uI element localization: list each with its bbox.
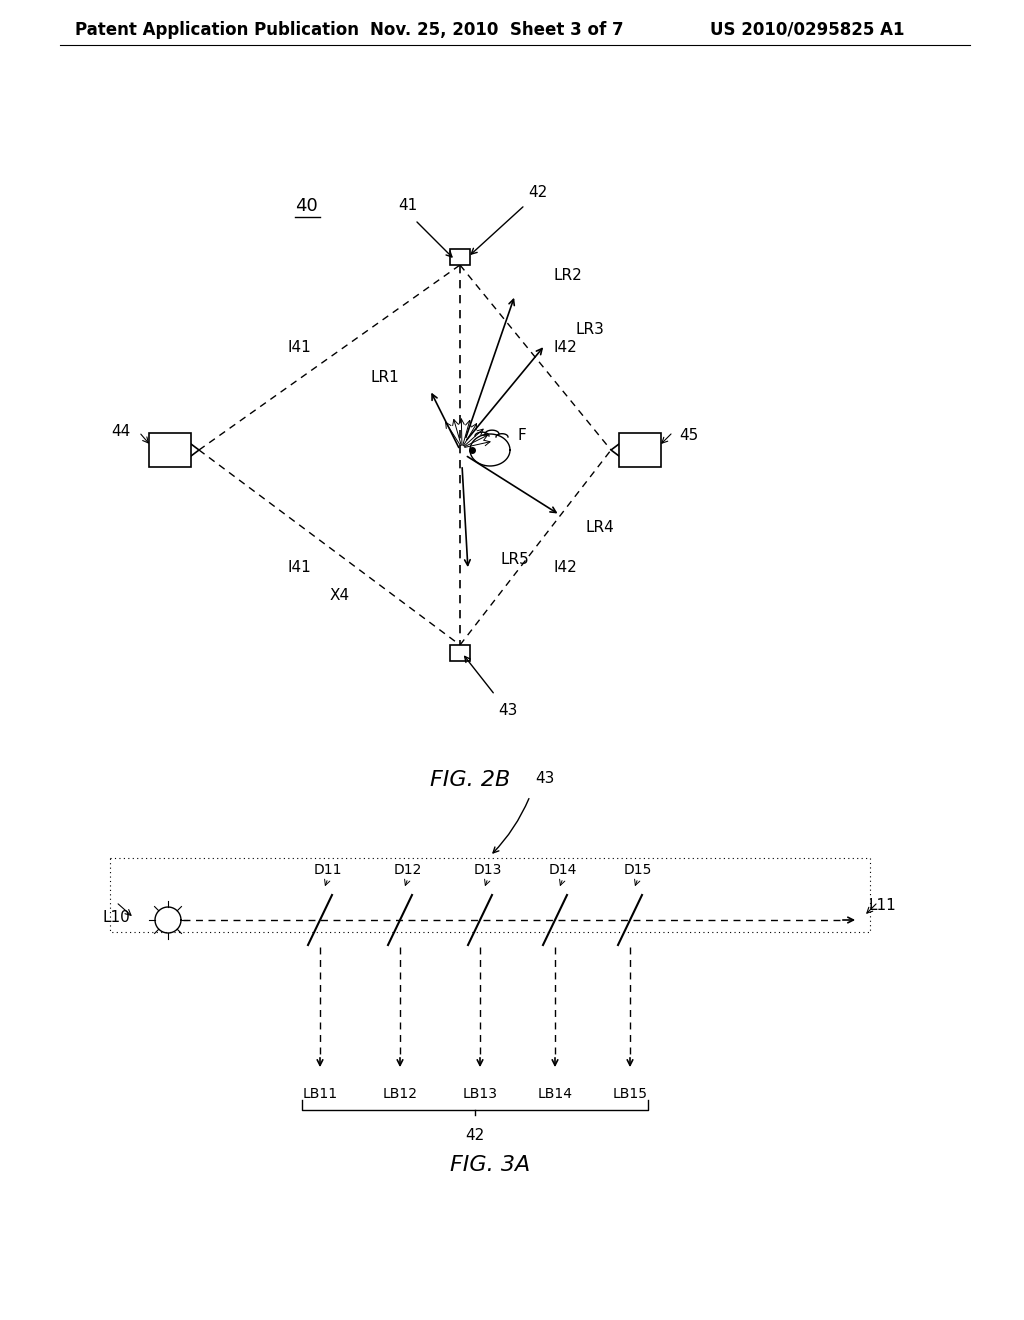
- Bar: [150, 433, 191, 467]
- Text: LB15: LB15: [612, 1086, 647, 1101]
- Text: US 2010/0295825 A1: US 2010/0295825 A1: [710, 21, 904, 40]
- Text: D11: D11: [313, 863, 342, 876]
- Text: LB11: LB11: [302, 1086, 338, 1101]
- Bar: [618, 433, 662, 467]
- Text: I41: I41: [288, 341, 311, 355]
- Text: Nov. 25, 2010  Sheet 3 of 7: Nov. 25, 2010 Sheet 3 of 7: [370, 21, 624, 40]
- Text: 43: 43: [536, 771, 555, 785]
- Text: X4: X4: [330, 587, 350, 602]
- Text: LB14: LB14: [538, 1086, 572, 1101]
- Text: D12: D12: [394, 863, 422, 876]
- Text: F: F: [517, 428, 526, 442]
- Text: 45: 45: [679, 428, 698, 442]
- Text: FIG. 3A: FIG. 3A: [450, 1155, 530, 1175]
- Text: 42: 42: [465, 1129, 484, 1143]
- Text: D15: D15: [624, 863, 652, 876]
- Text: I41: I41: [288, 560, 311, 576]
- Bar: [450, 645, 470, 661]
- Text: L11: L11: [868, 899, 896, 913]
- Text: 41: 41: [398, 198, 418, 213]
- Text: 43: 43: [499, 704, 518, 718]
- Text: 42: 42: [528, 185, 548, 201]
- Bar: [450, 249, 470, 265]
- Text: LR1: LR1: [371, 371, 399, 385]
- Text: LR3: LR3: [575, 322, 604, 338]
- Text: LR5: LR5: [501, 553, 529, 568]
- Text: D14: D14: [549, 863, 578, 876]
- Text: 40: 40: [295, 197, 317, 215]
- Text: LB13: LB13: [463, 1086, 498, 1101]
- Text: L10: L10: [102, 909, 130, 924]
- Text: LR4: LR4: [586, 520, 614, 536]
- Text: FIG. 2B: FIG. 2B: [430, 770, 510, 789]
- Text: Patent Application Publication: Patent Application Publication: [75, 21, 359, 40]
- Text: LB12: LB12: [383, 1086, 418, 1101]
- Text: D13: D13: [474, 863, 502, 876]
- Text: I42: I42: [554, 341, 578, 355]
- Text: LR2: LR2: [554, 268, 583, 282]
- Text: 44: 44: [112, 425, 131, 440]
- Text: I42: I42: [554, 560, 578, 576]
